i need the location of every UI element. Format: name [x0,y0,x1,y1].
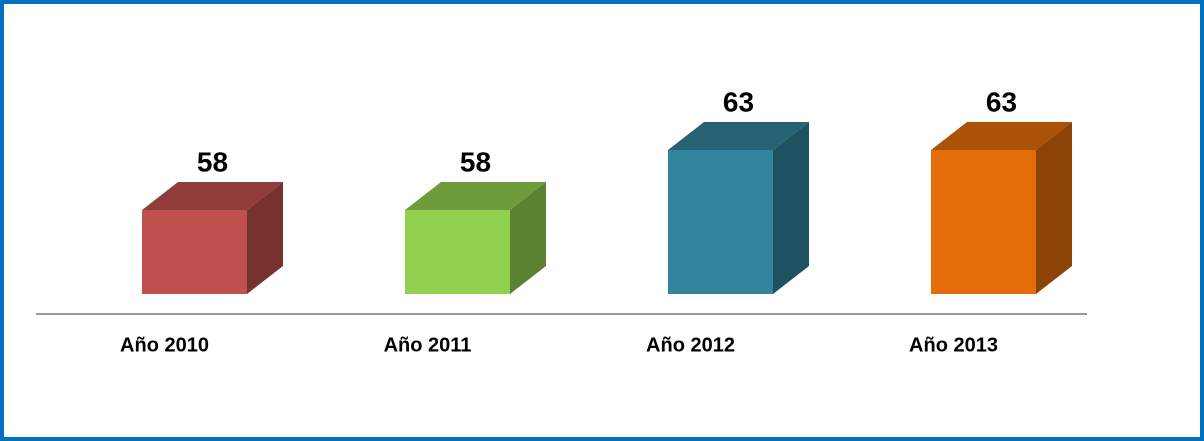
bar [668,150,773,294]
x-tick-label: Año 2013 [909,334,998,356]
bar-side [510,182,546,294]
bar-side [247,182,283,294]
bar [405,210,510,294]
x-tick-label: Año 2012 [646,334,735,356]
bar-top [405,182,546,210]
bar-top [931,122,1072,150]
bar-top [668,122,809,150]
bar-side [1036,122,1072,294]
bar-side [773,122,809,294]
value-label: 63 [986,86,1017,117]
value-label: 58 [197,146,228,177]
x-tick-label: Año 2010 [120,334,209,356]
x-tick-label: Año 2011 [384,334,472,356]
bar [142,210,247,294]
value-label: 63 [723,86,754,117]
bar [931,150,1036,294]
value-label: 58 [460,146,491,177]
bar-top [142,182,283,210]
